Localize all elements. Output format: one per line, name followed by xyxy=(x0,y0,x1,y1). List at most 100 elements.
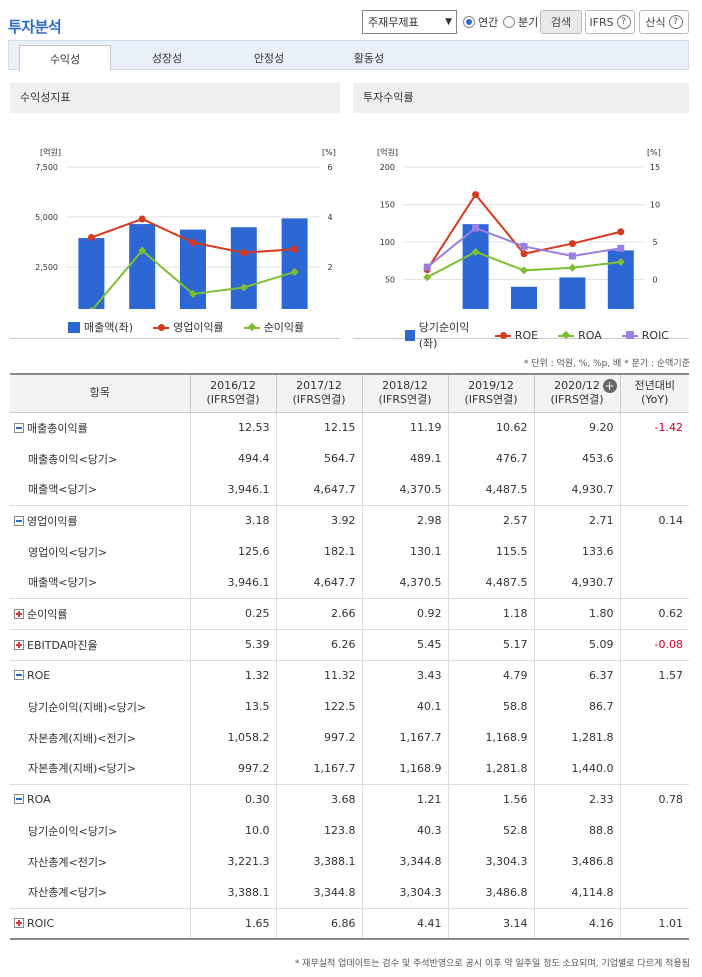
right-unit-label: [%] xyxy=(322,148,336,157)
chart-title: 수익성지표 xyxy=(10,83,340,113)
row-label[interactable]: ROA xyxy=(10,783,191,815)
legend-label: 당기순이익(좌) xyxy=(418,321,470,350)
radio-annual[interactable]: 연간 xyxy=(463,14,498,30)
table-cell: 4,647.7 xyxy=(276,474,363,505)
table-cell: 1,281.8 xyxy=(448,753,535,784)
header-sublabel: (IFRS연결) xyxy=(378,393,432,407)
table-cell: 88.8 xyxy=(534,815,621,846)
table-cell: 3.14 xyxy=(448,907,535,939)
tab-growth[interactable]: 성장성 xyxy=(151,52,183,65)
yoy-cell: 0.62 xyxy=(620,597,689,629)
expand-icon[interactable] xyxy=(14,639,24,650)
row-label[interactable]: 매출총이익률 xyxy=(10,411,191,443)
row-label[interactable]: ROIC xyxy=(10,907,191,939)
header-label: 2018/12 xyxy=(382,379,428,393)
legend-item[interactable]: 당기순이익(좌) xyxy=(405,319,485,351)
y2-tick-label: 2 xyxy=(327,263,332,272)
legend-item[interactable]: 순이익률 xyxy=(243,319,314,335)
collapse-icon[interactable] xyxy=(14,515,24,526)
bar xyxy=(78,238,105,317)
table-cell: 4,487.5 xyxy=(448,567,535,598)
profitability-chart: [억원][%]7,5005,0002,500064202016/122017/1… xyxy=(35,147,336,332)
ifrs-label: IFRS xyxy=(589,15,614,29)
table-row: 순이익률 0.25 2.66 0.92 1.18 1.80 0.62 xyxy=(10,597,689,629)
table-cell: 6.26 xyxy=(276,628,363,660)
radio-annual-label: 연간 xyxy=(478,16,499,29)
table-cell: 1,440.0 xyxy=(534,753,621,784)
legend-item[interactable]: ROE xyxy=(494,328,548,342)
yoy-cell: -1.42 xyxy=(620,411,689,443)
row-label: 매출총이익<당기> xyxy=(10,443,191,474)
data-point xyxy=(520,250,528,258)
table-cell: 12.15 xyxy=(276,411,363,443)
table-cell: 9.20 xyxy=(534,411,621,443)
collapse-icon[interactable] xyxy=(14,794,24,805)
header-2017: 2017/12 (IFRS연결) xyxy=(276,373,363,413)
legend-item[interactable]: ROA xyxy=(558,329,612,342)
table-cell: 0.30 xyxy=(190,783,277,815)
row-label-text: 자본총계(지배)<전기> xyxy=(28,731,136,745)
legend-item[interactable]: 매출액(좌) xyxy=(68,319,143,335)
legend-label: ROE xyxy=(514,328,539,342)
table-cell: 1,168.9 xyxy=(448,722,535,753)
expand-columns-icon[interactable]: + xyxy=(602,379,617,393)
unit-note: * 단위 : 억원, %, %p, 배 * 분기 : 순액기준 xyxy=(523,359,690,369)
table-cell: 182.1 xyxy=(276,536,363,567)
expand-icon[interactable] xyxy=(14,608,24,619)
legend-label: ROIC xyxy=(641,328,669,342)
analysis-tabs: 수익성 성장성 안정성 활동성 xyxy=(8,40,689,71)
table-cell: 4,930.7 xyxy=(534,474,621,505)
header-2018: 2018/12 (IFRS연결) xyxy=(362,373,449,413)
legend-label: 매출액(좌) xyxy=(84,321,134,334)
table-cell: 1.65 xyxy=(190,907,277,939)
table-cell: 123.8 xyxy=(276,815,363,846)
row-label[interactable]: 영업이익률 xyxy=(10,504,191,536)
legend-line-icon xyxy=(621,330,638,340)
tab-profitability[interactable]: 수익성 xyxy=(19,45,111,71)
table-cell: 40.3 xyxy=(362,815,449,846)
table-row: 매출액<당기> 3,946.1 4,647.7 4,370.5 4,487.5 4,930… xyxy=(10,474,689,505)
formula-help-button[interactable]: 산식? xyxy=(639,10,689,34)
question-icon: ? xyxy=(616,15,631,29)
ifrs-help-button[interactable]: IFRS? xyxy=(585,10,635,34)
collapse-icon[interactable] xyxy=(14,422,24,433)
table-row: ROE 1.32 11.32 3.43 4.79 6.37 1.57 xyxy=(10,659,689,691)
table-cell: 4,930.7 xyxy=(534,567,621,598)
data-point xyxy=(568,252,576,260)
table-cell: 4,487.5 xyxy=(448,474,535,505)
legend-item[interactable]: ROIC xyxy=(621,328,679,342)
collapse-icon[interactable] xyxy=(14,670,24,681)
table-cell: 122.5 xyxy=(276,691,363,722)
yoy-cell xyxy=(620,567,689,598)
search-button[interactable]: 검색 xyxy=(540,10,582,34)
statement-select[interactable]: 주재무제표 ▼ xyxy=(362,10,457,34)
yoy-cell xyxy=(620,846,689,877)
radio-quarter-icon xyxy=(503,16,515,28)
yoy-cell: 1.01 xyxy=(620,907,689,939)
table-cell: 130.1 xyxy=(362,536,449,567)
row-label: 당기순이익(지배)<당기> xyxy=(10,691,191,722)
header-label: 2017/12 xyxy=(296,379,342,393)
table-cell: 453.6 xyxy=(534,443,621,474)
legend-label: ROA xyxy=(578,328,602,342)
table-cell: 86.7 xyxy=(534,691,621,722)
tab-activity[interactable]: 활동성 xyxy=(353,52,385,65)
table-cell: 1,281.8 xyxy=(534,722,621,753)
legend-item[interactable]: 영업이익률 xyxy=(153,319,234,335)
table-bottom-border xyxy=(10,938,689,940)
tab-stability[interactable]: 안정성 xyxy=(253,52,285,65)
row-label[interactable]: EBITDA마진율 xyxy=(10,628,191,660)
yoy-cell xyxy=(620,722,689,753)
table-row: 자산총계<당기> 3,388.1 3,344.8 3,304.3 3,486.8 4,11… xyxy=(10,877,689,908)
table-cell: 1.21 xyxy=(362,783,449,815)
data-point xyxy=(290,268,299,276)
row-label[interactable]: 순이익률 xyxy=(10,597,191,629)
y-tick-label: 7,500 xyxy=(35,163,58,172)
data-point xyxy=(568,263,577,272)
row-label[interactable]: ROE xyxy=(10,659,191,691)
radio-quarter[interactable]: 분기 xyxy=(503,14,538,30)
table-cell: 997.2 xyxy=(190,753,277,784)
table-cell: 10.0 xyxy=(190,815,277,846)
y2-tick-label: 0 xyxy=(652,276,657,285)
expand-icon[interactable] xyxy=(14,918,24,929)
